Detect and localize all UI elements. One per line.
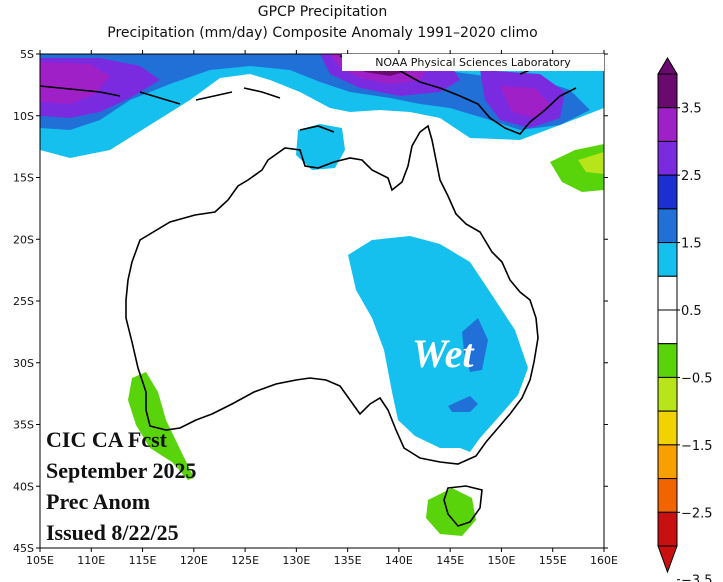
- colorbar-segment: [657, 73, 678, 109]
- colorbar-segment: [657, 107, 678, 142]
- longitude-axis: 105E 110E 115E 120E 125E 130E 135E 140E 145E 150E…: [26, 50, 618, 567]
- lon-tick-label: 120E: [180, 554, 208, 567]
- colorbar-segment: [657, 343, 678, 378]
- wet-core-inland: [462, 318, 488, 372]
- lon-tick-label: 130E: [282, 554, 310, 567]
- colorbar-segment: [657, 140, 678, 176]
- dry-patch-coral-sea: [550, 144, 604, 192]
- colorbar-label: 0.5: [681, 304, 702, 319]
- wet-core-east-inner: [500, 86, 550, 118]
- wet-core-west-inner: [40, 62, 110, 104]
- chart-subtitle: Precipitation (mm/day) Composite Anomaly…: [107, 25, 538, 41]
- anomaly-fields: [40, 54, 604, 536]
- lon-tick-label: 155E: [539, 554, 567, 567]
- lon-tick-label: 140E: [385, 554, 413, 567]
- colorbar-segment: [657, 444, 678, 480]
- lat-tick-label: 30S: [13, 357, 34, 370]
- colorbar-segment: [657, 376, 678, 412]
- indonesia-islands: [40, 59, 585, 133]
- lon-tick-label: 150E: [487, 554, 515, 567]
- forecast-label-line-2: September 2025: [46, 458, 197, 483]
- colorbar-segment: [657, 242, 678, 277]
- australia-coastline: [125, 124, 539, 465]
- colorbar-label: 2.5: [681, 169, 702, 184]
- lat-tick-label: 20S: [13, 233, 34, 246]
- wet-annotation: Wet: [412, 331, 474, 376]
- colorbar-labels: 3.5 2.5 1.5 0.5 −0.5 −1.5 −2.5 −3.5: [677, 102, 713, 582]
- wet-region-east-australia: [348, 236, 528, 452]
- colorbar-segment: [657, 208, 678, 244]
- lon-tick-label: 115E: [129, 554, 157, 567]
- lat-tick-label: 45S: [13, 542, 34, 555]
- forecast-label-line-4: Issued 8/22/25: [46, 520, 179, 545]
- colorbar-label: −2.5: [681, 506, 713, 521]
- colorbar-segment: [657, 478, 678, 513]
- latitude-axis: 5S 10S 15S 20S 25S 30S 35S 40S 45S: [13, 48, 608, 555]
- lat-tick-label: 5S: [20, 48, 34, 61]
- wet-patch-top-end: [296, 124, 345, 170]
- colorbar-label: −3.5: [681, 574, 713, 582]
- tasmania-coastline: [443, 485, 483, 527]
- colorbar-label: −1.5: [681, 439, 713, 454]
- colorbar-label: −0.5: [681, 371, 713, 386]
- lon-tick-label: 160E: [590, 554, 618, 567]
- colorbar-segment: [657, 174, 678, 210]
- colorbar-label: 3.5: [681, 102, 702, 117]
- chart-title: GPCP Precipitation: [257, 4, 388, 20]
- wet-core-southeast: [448, 396, 478, 412]
- lat-tick-label: 15S: [13, 172, 34, 185]
- forecast-label-line-3: Prec Anom: [46, 489, 151, 514]
- lon-tick-label: 110E: [77, 554, 105, 567]
- colorbar-top-arrow: [657, 57, 678, 75]
- colorbar-segment: [657, 511, 678, 547]
- colorbar-label: 1.5: [681, 237, 702, 252]
- dry-region-tasmania: [426, 488, 476, 536]
- lon-tick-label: 105E: [26, 554, 54, 567]
- lat-tick-label: 35S: [13, 419, 34, 432]
- colorbar-bottom-arrow: [657, 545, 678, 574]
- lat-tick-label: 40S: [13, 480, 34, 493]
- credit-label: NOAA Physical Sciences Laboratory: [342, 54, 604, 71]
- lat-tick-label: 10S: [13, 110, 34, 123]
- dry-patch-coral-sea-inner: [578, 152, 604, 174]
- colorbar-segment: [657, 275, 678, 311]
- dry-region-southwest: [128, 372, 194, 480]
- lon-tick-label: 135E: [334, 554, 362, 567]
- lon-tick-label: 145E: [436, 554, 464, 567]
- forecast-label-line-1: CIC CA Fcst: [46, 427, 167, 452]
- colorbar: [657, 57, 678, 574]
- coastlines: [40, 55, 585, 527]
- colorbar-segment: [657, 309, 678, 345]
- lon-tick-label: 125E: [231, 554, 259, 567]
- lat-tick-label: 25S: [13, 295, 34, 308]
- colorbar-segment: [657, 410, 678, 446]
